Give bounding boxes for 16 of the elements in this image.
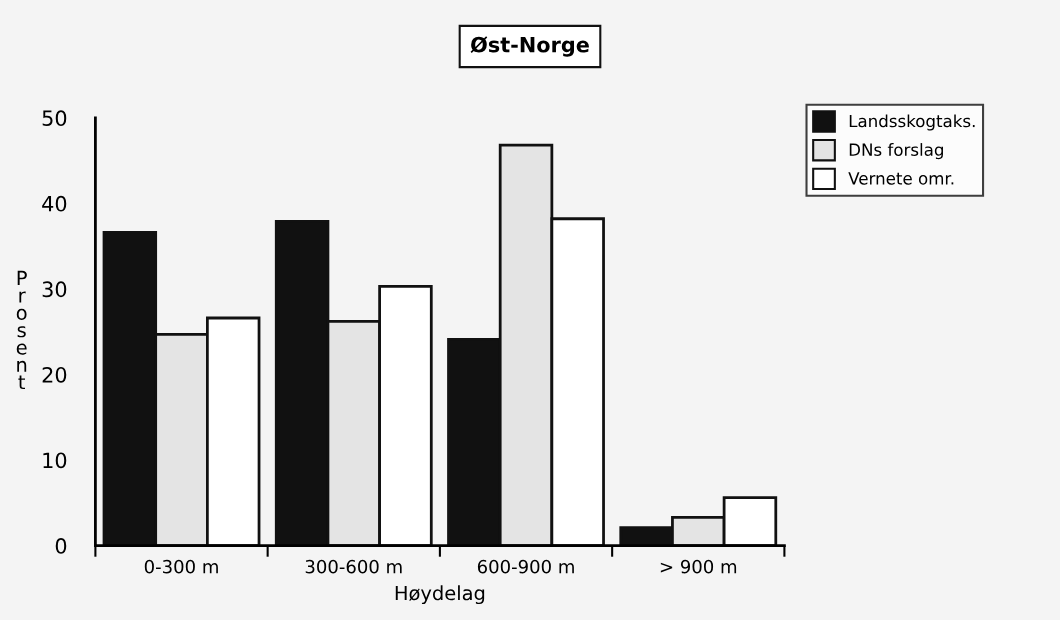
y-tick-label: 40 — [42, 195, 67, 212]
chart-title: Øst-Norge — [470, 36, 589, 57]
y-axis-title: Prosent — [16, 270, 27, 390]
legend-label: Vernete omr. — [848, 172, 954, 185]
x-tick-label: > 900 m — [660, 559, 737, 574]
y-tick-label: 0 — [55, 538, 67, 554]
y-tick-label: 10 — [43, 452, 67, 469]
y-tick-label: 30 — [42, 281, 67, 298]
legend-label: DNs forslag — [849, 143, 943, 160]
x-axis-title: Høydelag — [395, 585, 485, 605]
x-tick-label: 0-300 m — [144, 559, 218, 574]
y-tick-label: 50 — [42, 110, 67, 127]
legend-label: Landsskogtaks. — [849, 114, 975, 131]
x-tick-label: 300-600 m — [305, 559, 402, 574]
x-tick-label: 600-900 m — [477, 559, 574, 574]
y-tick-label: 20 — [42, 366, 67, 383]
